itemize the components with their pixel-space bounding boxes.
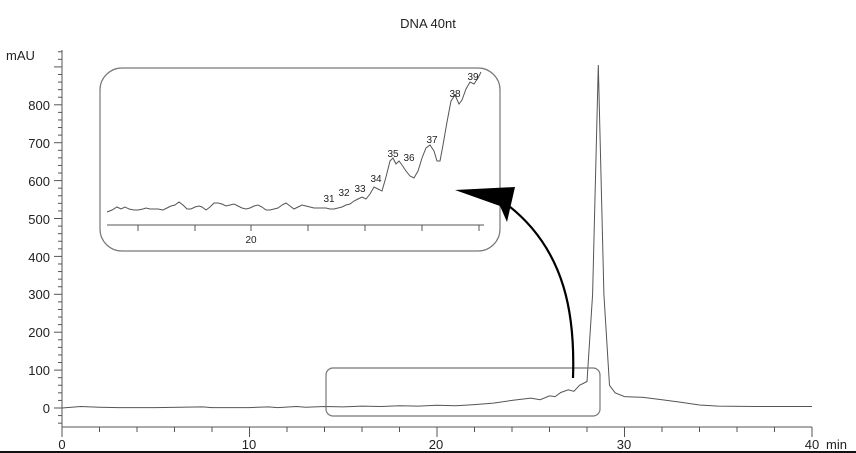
- inset-frame: [99, 67, 501, 252]
- x-tick-label: 30: [617, 437, 631, 452]
- x-tick-label: 40: [805, 437, 819, 452]
- y-tick-label: 700: [28, 136, 50, 151]
- peak-label-31: 31: [323, 194, 335, 205]
- peak-label-36: 36: [403, 153, 415, 164]
- y-tick-label: 500: [28, 212, 50, 227]
- y-tick-label: 0: [43, 401, 50, 416]
- y-tick-label: 300: [28, 287, 50, 302]
- x-tick-label: 0: [58, 437, 65, 452]
- peak-label-33: 33: [354, 184, 366, 195]
- peak-label-39: 39: [467, 72, 479, 83]
- x-tick-label: 20: [429, 437, 443, 452]
- x-axis-unit: min: [826, 437, 847, 452]
- peak-label-34: 34: [370, 174, 382, 185]
- chromatogram-trace: [61, 64, 812, 409]
- highlight-region-box: [325, 367, 601, 417]
- peak-label-32: 32: [338, 188, 350, 199]
- peak-label-35: 35: [387, 149, 399, 160]
- y-tick-label: 100: [28, 363, 50, 378]
- y-tick-label: 600: [28, 174, 50, 189]
- y-tick-label: 200: [28, 325, 50, 340]
- curved-arrow-icon: [455, 187, 575, 379]
- inset-x-tick-label: 20: [245, 235, 257, 246]
- inset-trace: [106, 71, 482, 213]
- peak-label-37: 37: [426, 135, 438, 146]
- x-axis: 0 10 20 30 40 min: [58, 426, 847, 452]
- zoom-inset: 20 31 32 33 34 35 36 37 38 39: [99, 67, 501, 252]
- y-axis: mAU 0 100 200 300 400 500 600 700 800: [6, 48, 63, 432]
- chart-title: DNA 40nt: [400, 16, 456, 31]
- y-tick-label: 800: [28, 98, 50, 113]
- y-axis-unit: mAU: [6, 48, 35, 63]
- bottom-border: [0, 451, 856, 453]
- peak-label-38: 38: [449, 89, 461, 100]
- y-tick-label: 400: [28, 250, 50, 265]
- x-tick-label: 10: [242, 437, 256, 452]
